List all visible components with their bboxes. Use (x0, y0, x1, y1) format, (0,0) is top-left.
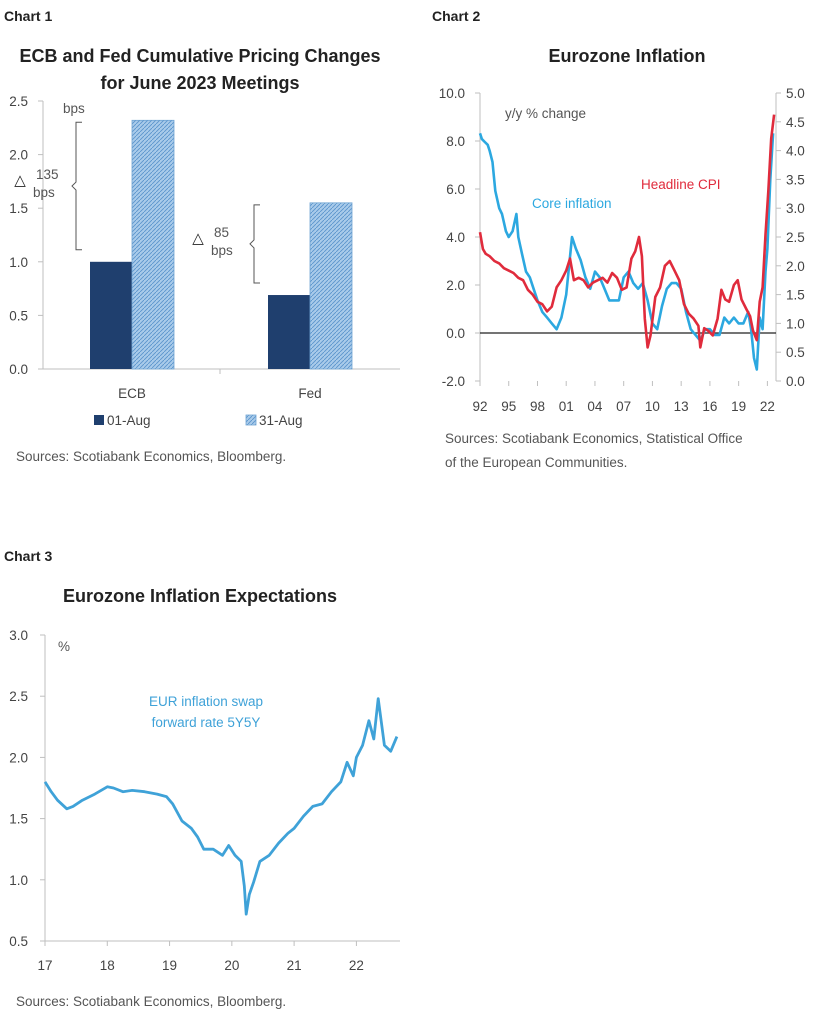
legend-label-31-aug: 31-Aug (259, 413, 303, 428)
chart-1-title-line-1: ECB and Fed Cumulative Pricing Changes (19, 46, 380, 66)
chart-3-y-tick-label: 3.0 (9, 628, 28, 643)
bar-fed-01-aug (268, 295, 310, 369)
chart-1-source: Sources: Scotiabank Economics, Bloomberg… (16, 449, 286, 464)
chart-1-annotation-value: 135 (36, 167, 59, 182)
chart-2-x-tick-label: 95 (501, 399, 516, 414)
chart-2-x-tick-label: 04 (587, 399, 603, 414)
chart-1-x-tick-label: ECB (118, 386, 146, 401)
chart-1-annotation-unit: bps (211, 243, 233, 258)
chart-3-x-tick-label: 21 (287, 958, 302, 973)
chart-1-y-tick-label: 1.5 (9, 201, 28, 216)
chart-2: Chart 2 Eurozone Inflation y/y % change … (432, 8, 805, 470)
chart-1-brace (249, 204, 260, 284)
chart-2-left-tick-label: 2.0 (446, 278, 465, 293)
chart-2-x-tick-label: 10 (645, 399, 660, 414)
chart-3-x-tick-label: 19 (162, 958, 177, 973)
chart-2-ylabel: y/y % change (505, 106, 586, 121)
chart-1-title-line-2: for June 2023 Meetings (100, 73, 299, 93)
chart-2-x-tick-label: 16 (702, 399, 717, 414)
chart-2-left-tick-label: 6.0 (446, 182, 465, 197)
bar-ecb-31-aug (131, 119, 175, 370)
chart-2-left-tick-label: 8.0 (446, 134, 465, 149)
chart-3-x-tick-label: 20 (224, 958, 239, 973)
chart-2-left-tick-label: -2.0 (442, 374, 465, 389)
chart-3-series-annotation-line-2: forward rate 5Y5Y (152, 715, 261, 730)
chart-2-right-tick-label: 3.0 (786, 201, 805, 216)
chart-2-lines (478, 114, 776, 371)
chart-1-bars: ECB Fed (90, 119, 353, 401)
chart-1: Chart 1 ECB and Fed Cumulative Pricing C… (4, 8, 400, 464)
chart-2-title: Eurozone Inflation (549, 46, 706, 66)
chart-3-y-tick-label: 2.5 (9, 689, 28, 704)
chart-1-annotations: △ 135 bps △ 85 bps (14, 121, 260, 284)
chart-2-source-line-2: of the European Communities. (445, 455, 627, 470)
chart-2-label: Chart 2 (432, 8, 480, 24)
delta-symbol: △ (14, 172, 26, 189)
chart-1-legend: 01-Aug 31-Aug (94, 413, 303, 428)
chart-3-x-tick-label: 18 (100, 958, 115, 973)
legend-swatch-31-aug (245, 414, 257, 426)
chart-2-left-tick-label: 10.0 (439, 86, 465, 101)
chart-3-y-tick-label: 1.5 (9, 812, 28, 827)
bar-ecb-01-aug (90, 261, 132, 369)
chart-2-core-annotation: Core inflation (532, 196, 612, 211)
delta-symbol: △ (192, 230, 204, 247)
chart-2-x-tick-label: 98 (530, 399, 545, 414)
series-line-headline-cpi (478, 114, 776, 349)
chart-3-y-tick-label: 2.0 (9, 750, 28, 765)
chart-1-x-tick-label: Fed (298, 386, 321, 401)
chart-1-unit-label: bps (63, 101, 85, 116)
chart-2-right-tick-label: 2.5 (786, 230, 805, 245)
chart-2-x-tick-label: 19 (731, 399, 746, 414)
chart-3-y-tick-label: 0.5 (9, 934, 28, 949)
chart-1-label: Chart 1 (4, 8, 52, 24)
series-line-eur-inflation-swap (43, 697, 399, 916)
chart-2-right-tick-label: 4.5 (786, 115, 805, 130)
chart-3: Chart 3 Eurozone Inflation Expectations … (4, 548, 400, 1009)
chart-2-axes: -2.0 0.0 2.0 4.0 6.0 8.0 10.0 0.0 0.5 1.0 1.5 2.0 2.… (439, 86, 805, 414)
chart-3-x-tick-label: 17 (37, 958, 52, 973)
chart-1-brace (71, 121, 82, 251)
chart-2-right-tick-label: 5.0 (786, 86, 805, 101)
bar-fed-31-aug (309, 202, 353, 370)
chart-2-right-tick-label: 2.0 (786, 259, 805, 274)
chart-3-series-annotation-line-1: EUR inflation swap (149, 694, 263, 709)
chart-1-y-tick-label: 0.0 (9, 362, 28, 377)
chart-2-right-tick-label: 3.5 (786, 172, 805, 187)
chart-3-lines (43, 697, 399, 916)
chart-2-source-line-1: Sources: Scotiabank Economics, Statistic… (445, 431, 743, 446)
chart-2-right-tick-label: 1.5 (786, 288, 805, 303)
chart-2-x-tick-label: 92 (472, 399, 487, 414)
chart-2-right-tick-label: 1.0 (786, 316, 805, 331)
chart-3-title: Eurozone Inflation Expectations (63, 586, 337, 606)
chart-2-left-tick-label: 0.0 (446, 326, 465, 341)
chart-1-annotation-unit: bps (33, 185, 55, 200)
chart-2-headline-annotation: Headline CPI (641, 177, 721, 192)
chart-2-x-tick-label: 22 (760, 399, 775, 414)
chart-2-right-tick-label: 4.0 (786, 144, 805, 159)
chart-3-ylabel: % (58, 639, 70, 654)
chart-2-x-tick-label: 01 (559, 399, 574, 414)
chart-2-right-tick-label: 0.0 (786, 374, 805, 389)
legend-swatch-01-aug (94, 415, 104, 425)
chart-2-right-tick-label: 0.5 (786, 345, 805, 360)
chart-2-x-tick-label: 07 (616, 399, 631, 414)
chart-2-x-tick-label: 13 (674, 399, 689, 414)
chart-1-y-tick-label: 1.0 (9, 255, 28, 270)
chart-1-y-tick-label: 0.5 (9, 308, 28, 323)
chart-1-y-tick-label: 2.5 (9, 94, 28, 109)
chart-1-y-tick-label: 2.0 (9, 148, 28, 163)
chart-2-left-tick-label: 4.0 (446, 230, 465, 245)
chart-3-axes: 0.5 1.0 1.5 2.0 2.5 3.0 17 18 19 20 21 22 (9, 628, 400, 973)
legend-label-01-aug: 01-Aug (107, 413, 151, 428)
series-line-core-inflation (478, 132, 775, 371)
chart-3-x-tick-label: 22 (349, 958, 364, 973)
chart-1-annotation-value: 85 (214, 225, 229, 240)
chart-3-source: Sources: Scotiabank Economics, Bloomberg… (16, 994, 286, 1009)
chart-3-y-tick-label: 1.0 (9, 873, 28, 888)
chart-3-label: Chart 3 (4, 548, 52, 564)
